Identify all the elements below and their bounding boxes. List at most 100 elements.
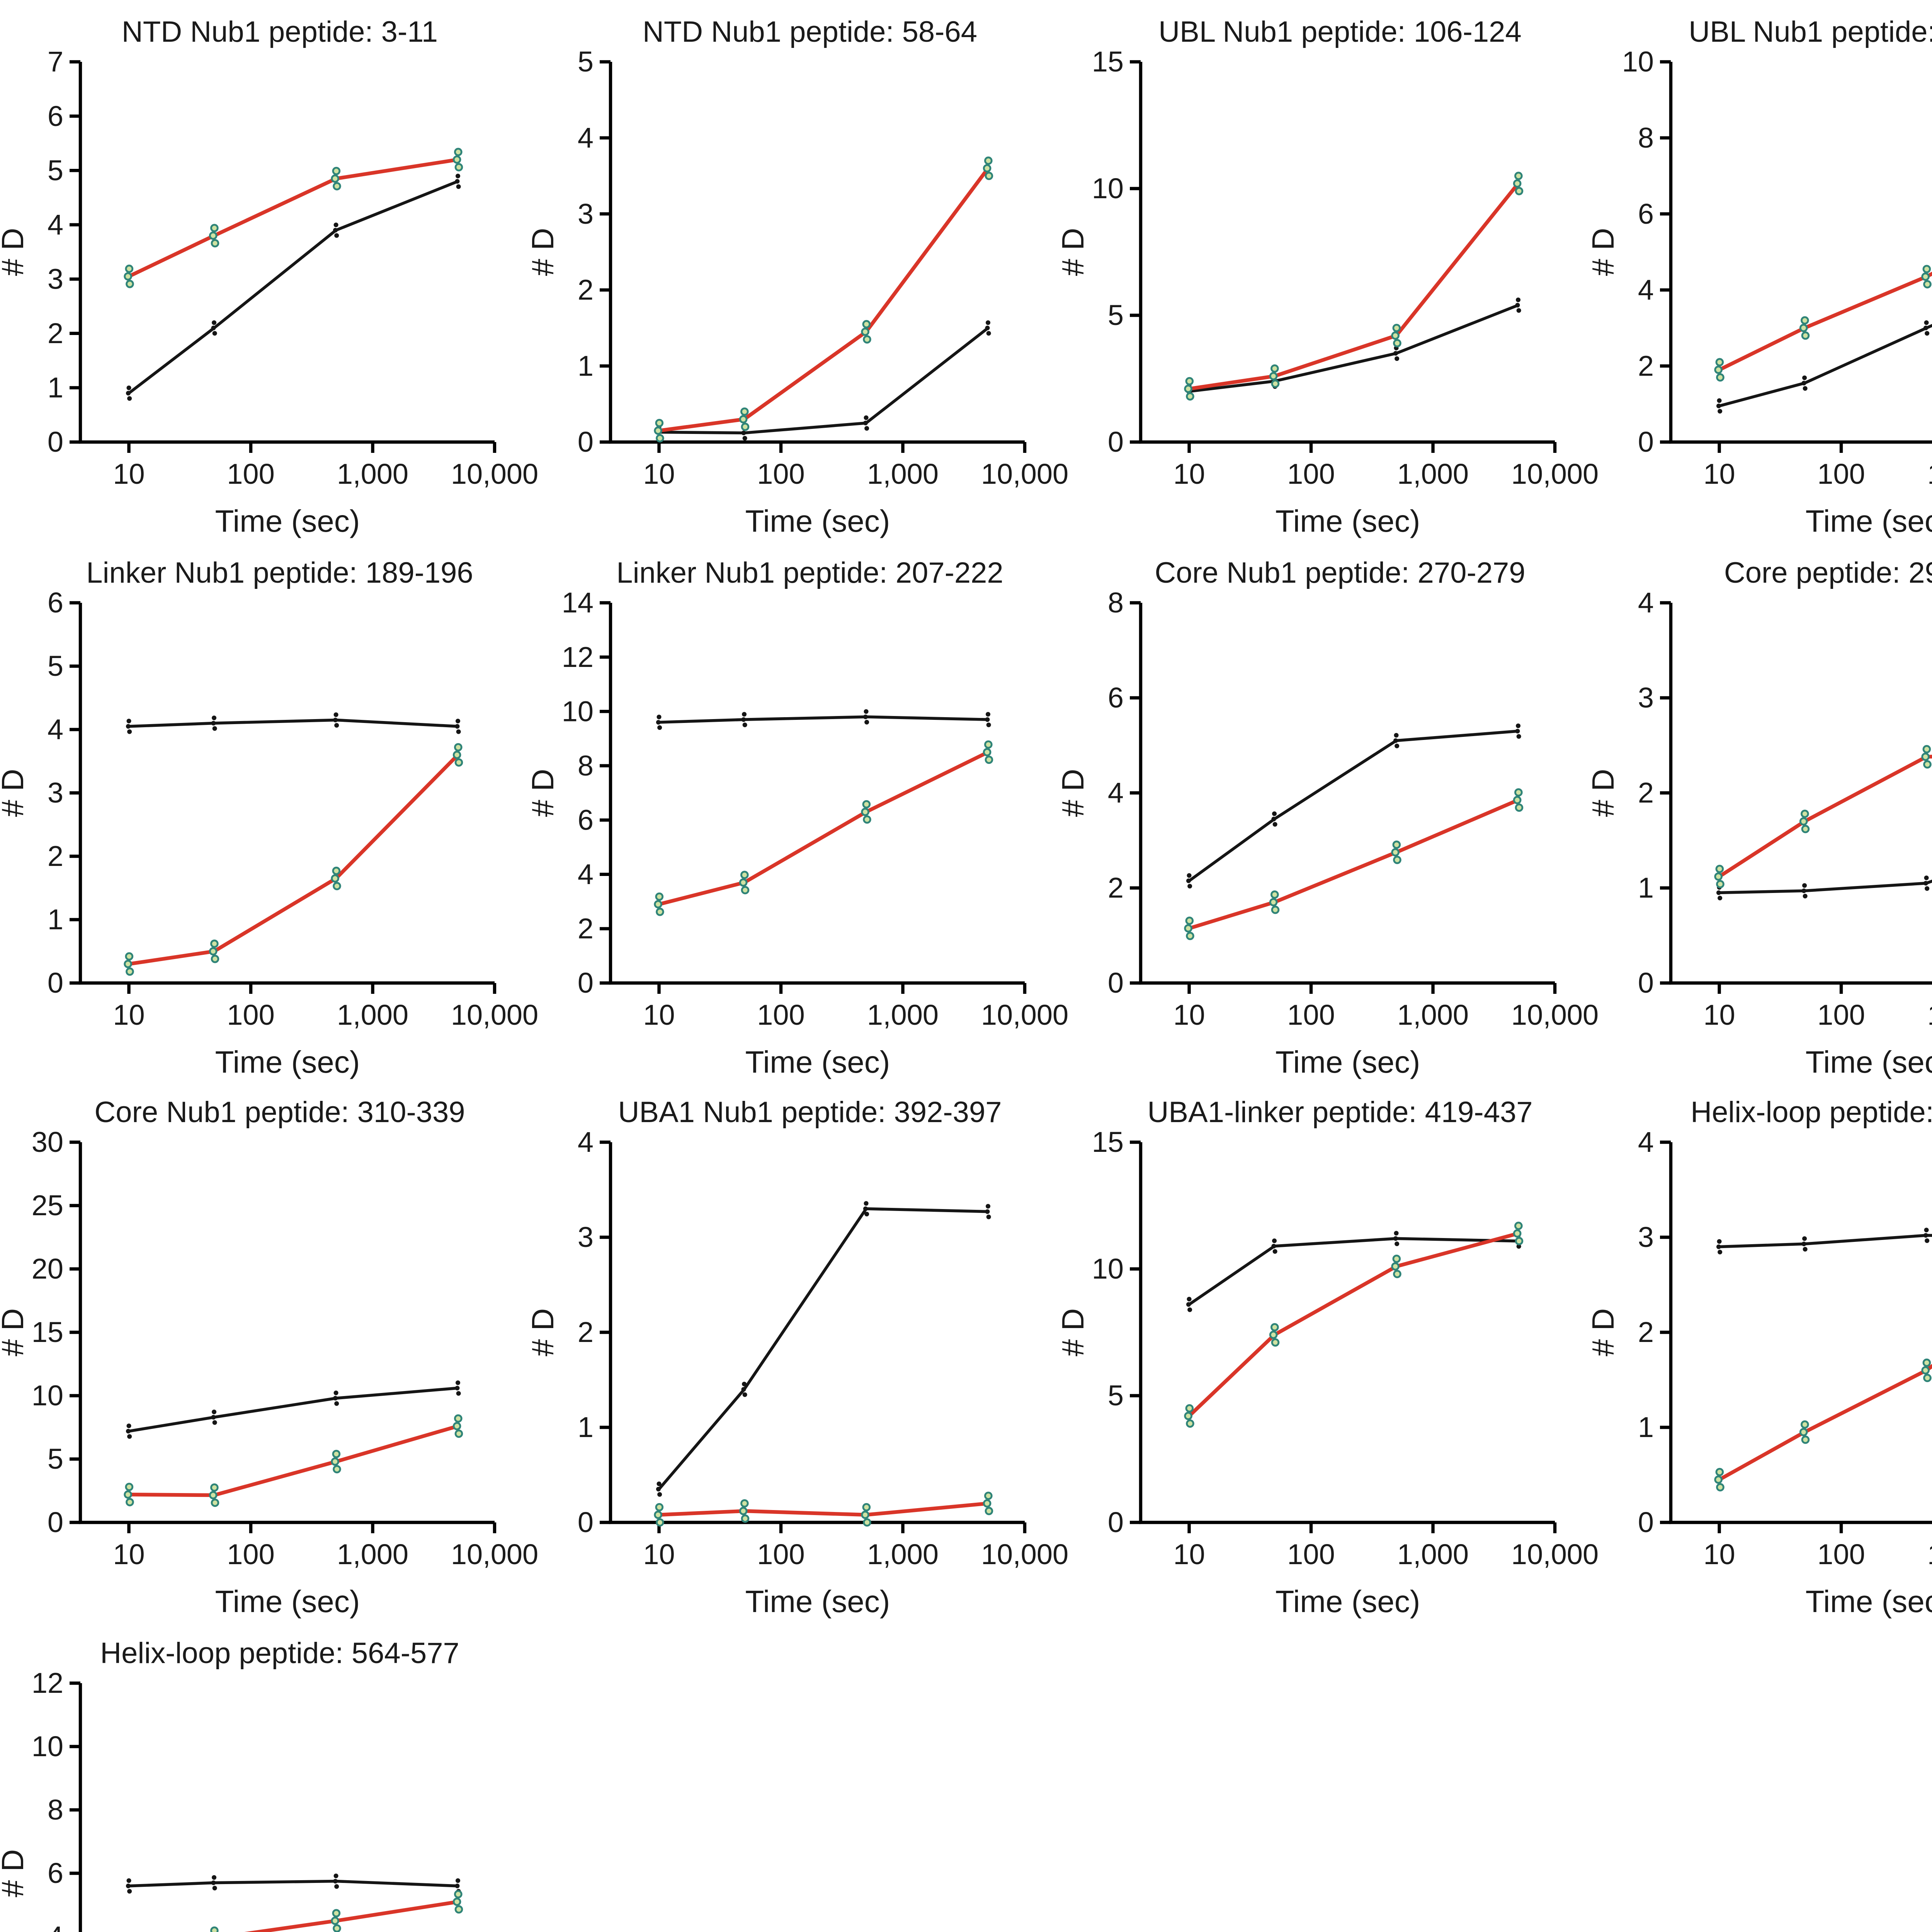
chart-panel-svg: Core Nub1 peptide: 270-279 # D Time (sec) 0…: [1056, 556, 1599, 1079]
y-tick-label: 3: [48, 776, 63, 808]
data-point-black: [333, 1396, 338, 1401]
y-tick-label: 14: [562, 586, 594, 618]
data-point-black: [127, 396, 132, 401]
data-point-red: [1922, 1366, 1930, 1375]
y-tick-label: 5: [1108, 1380, 1124, 1412]
data-point-black: [212, 1875, 217, 1880]
y-tick-label: 0: [1638, 1507, 1654, 1539]
data-point-red: [1801, 809, 1810, 818]
y-axis-label: # D: [526, 228, 560, 276]
data-point-black: [456, 1878, 461, 1883]
y-tick-label: 7: [48, 46, 63, 78]
data-point-red: [1513, 1230, 1522, 1238]
data-point-red: [1716, 864, 1724, 873]
data-point-black: [333, 1873, 338, 1878]
data-point-red: [454, 1415, 463, 1423]
data-point-black: [1517, 733, 1522, 738]
data-point-black: [1923, 325, 1929, 330]
data-point-red: [125, 951, 134, 960]
x-tick-label: 1,000: [867, 458, 939, 490]
data-point-red: [1716, 373, 1725, 382]
x-axis-label: Time (sec): [745, 1044, 890, 1079]
data-point-black: [864, 719, 869, 724]
y-tick-label: 4: [578, 122, 594, 154]
data-point-red: [331, 874, 339, 882]
data-point-red: [739, 1507, 748, 1516]
data-point-red: [1185, 916, 1194, 925]
data-point-black: [1802, 375, 1807, 380]
series-line-red: [659, 167, 990, 433]
data-point-red: [1514, 1222, 1523, 1231]
y-tick-label: 0: [578, 426, 594, 458]
data-point-black: [456, 718, 461, 723]
data-point-black: [1271, 1244, 1276, 1249]
data-point-black: [864, 1201, 869, 1206]
y-tick-label: 0: [1638, 426, 1654, 458]
y-tick-label: 12: [32, 1667, 63, 1699]
chart-panel-svg: Core peptide: 292-297 # D Time (sec) 0 1 2 3 4 1…: [1586, 556, 1932, 1079]
series-line-black: [129, 1879, 458, 1888]
x-tick-label: 1,000: [867, 998, 939, 1031]
data-point-black: [333, 1391, 338, 1396]
y-tick-label: 4: [1108, 776, 1124, 808]
chart-panel-svg: UBL Nub1 peptide: 106-124 # D Time (sec) 0 5…: [1056, 15, 1599, 538]
series-line-black: [1188, 1237, 1519, 1306]
data-point-red: [1270, 1323, 1279, 1332]
x-axis-label: Time (sec): [1806, 504, 1932, 538]
data-point-black: [986, 1204, 991, 1209]
y-tick-label: 10: [32, 1380, 63, 1412]
data-point-black: [456, 729, 461, 734]
replicate-markers-red: [124, 148, 463, 288]
y-tick-label: 25: [32, 1190, 63, 1222]
data-point-black: [863, 420, 868, 425]
data-point-red: [741, 422, 750, 431]
data-point-black: [1273, 821, 1278, 826]
data-point-red: [863, 815, 871, 823]
data-point-red: [1714, 366, 1723, 374]
chart-panel: Core Nub1 peptide: 270-279 # D Time (sec) 0…: [1056, 541, 1599, 1081]
data-point-black: [1716, 889, 1721, 895]
data-point-red: [1271, 1338, 1280, 1347]
data-point-red: [654, 1511, 663, 1520]
data-point-black: [334, 1401, 339, 1406]
data-point-black: [1924, 875, 1929, 880]
data-point-black: [742, 711, 747, 716]
data-point-black: [334, 233, 339, 238]
chart-panel: UBA1 Nub1 peptide: 392-397 # D Time (sec) 0…: [526, 1081, 1068, 1621]
series-line-red: [658, 750, 989, 906]
data-point-red: [985, 172, 993, 180]
data-point-black: [334, 1884, 339, 1889]
data-point-red: [210, 224, 219, 232]
data-point-red: [1393, 855, 1402, 864]
y-tick-label: 6: [48, 100, 63, 132]
data-point-black: [456, 184, 461, 189]
data-point-red: [1801, 316, 1810, 325]
data-point-black: [456, 1391, 461, 1396]
y-tick-label: 4: [48, 209, 63, 241]
y-tick-label: 2: [1638, 1316, 1654, 1349]
data-point-red: [740, 870, 749, 879]
replicate-markers-red: [1184, 787, 1524, 940]
x-tick-label: 1,000: [1397, 458, 1469, 490]
data-point-red: [656, 1519, 664, 1527]
data-point-red: [1184, 1412, 1193, 1421]
data-point-black: [656, 719, 661, 724]
y-tick-label: 2: [48, 840, 63, 872]
data-point-black: [212, 1885, 217, 1890]
data-point-black: [211, 1415, 216, 1420]
data-point-black: [1925, 1238, 1930, 1243]
data-point-red: [983, 164, 992, 173]
data-point-black: [986, 331, 991, 336]
axes-frame: [609, 602, 1025, 984]
series-line-red: [1719, 272, 1932, 372]
data-point-red: [211, 239, 219, 248]
data-point-black: [1802, 1242, 1807, 1247]
chart-panel-svg: NTD Nub1 peptide: 58-64 # D Time (sec) 0 1 2 3…: [526, 15, 1068, 538]
replicate-markers-black: [1716, 320, 1930, 414]
data-point-black: [1716, 403, 1721, 408]
y-tick-label: 4: [48, 1920, 63, 1932]
y-tick-label: 3: [1638, 1221, 1654, 1253]
data-point-black: [1803, 386, 1808, 391]
x-tick-label: 1,000: [1928, 458, 1932, 490]
